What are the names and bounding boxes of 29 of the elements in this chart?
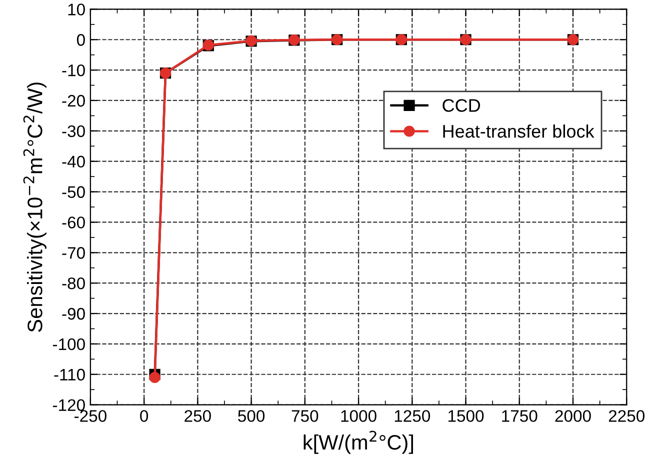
y-tick-label: -110	[54, 368, 85, 381]
y-tick-label: -90	[62, 308, 85, 320]
x-tick-label: 1250	[394, 410, 430, 422]
x-tick-label: 2250	[608, 410, 645, 422]
x-tick-label: -250	[74, 410, 106, 422]
y-tick-label: -120	[52, 399, 85, 412]
y-tick-label: -40	[62, 156, 85, 168]
y-tick-label: -80	[62, 277, 85, 290]
y-axis-title: Sensitivity(×10$^{−2}$m$^{2}$°C$^{2}$/W)	[23, 82, 46, 332]
x-tick-label: 2000	[555, 410, 591, 422]
y-tick-label: 10	[68, 4, 85, 16]
x-tick-label: 750	[292, 410, 318, 422]
x-tick-label: 1750	[502, 410, 538, 422]
x-axis-title: k[W/(m$^{2}$°C)]	[304, 430, 413, 454]
y-tick-label: -20	[62, 94, 85, 107]
y-tick-label: -50	[62, 186, 85, 198]
x-tick-label: 1000	[341, 410, 376, 422]
y-tick-label: 0	[76, 34, 85, 46]
x-tick-label: 1500	[448, 410, 484, 422]
y-tick-label: -30	[62, 125, 85, 138]
y-tick-label: -100	[52, 338, 85, 350]
y-tick-label: -10	[62, 64, 85, 76]
x-tick-label: 0	[140, 410, 148, 422]
y-tick-label: -60	[62, 216, 85, 228]
legend-label: CCD	[442, 99, 480, 112]
legend-label: Heat-transfer block	[443, 124, 594, 138]
x-tick-label: 500	[238, 410, 265, 422]
y-tick-label: -70	[62, 247, 85, 259]
x-tick-label: 250	[184, 410, 211, 422]
